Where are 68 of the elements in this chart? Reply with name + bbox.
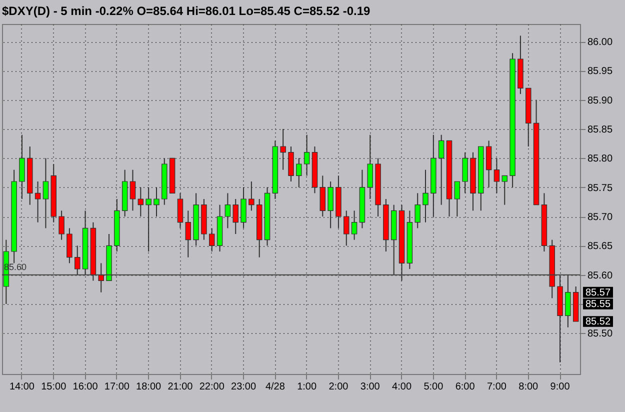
x-tick-label: 16:00 [72,382,98,392]
candlestick [288,146,294,182]
candlestick [74,245,80,276]
x-tick-label: 18:00 [136,382,162,392]
candlestick [185,210,192,258]
candlestick [438,134,444,206]
x-tick-label: 17:00 [104,382,130,392]
candlestick [177,192,184,229]
x-tick-label: 1:00 [297,382,317,392]
x-tick-label: 21:00 [168,382,194,392]
candlestick [138,186,144,217]
y-tick-label: 85.65 [588,241,613,252]
candlestick [146,186,152,252]
candlestick [462,152,468,194]
candlestick [19,134,25,200]
candlestick [344,210,350,246]
annotation: 85.57 [585,287,611,298]
x-tick-label: 4:00 [392,382,412,392]
annotation: 85.55 [585,299,611,310]
candlestick [494,158,500,194]
candlestick [130,169,136,212]
candlestick [367,134,373,200]
x-tick-label: 14:00 [9,382,35,392]
candlestick [224,192,231,229]
y-tick-label: 85.90 [588,95,613,106]
candlestick [486,140,492,188]
chart-title: $DXY(D) - 5 min -0.22% O=85.64 Hi=86.01 Lo=85.45 C=85.52 -0.19 [2,4,371,18]
y-tick-label: 86.00 [588,37,613,48]
candlestick [240,186,246,229]
x-tick-label: 5:00 [424,382,444,392]
candlestick [502,175,508,206]
y-tick-label: 85.70 [588,212,613,223]
candlestick [42,158,49,229]
candlestick [414,192,420,229]
candlestick [154,186,160,217]
candlestick [422,169,428,223]
candlestick [58,210,64,240]
x-tick-label: 2:00 [328,382,349,392]
candlestick [296,158,302,188]
candlestick [565,274,571,328]
annotation: 85.52 [585,316,611,328]
x-tick-label: 7:00 [486,382,507,392]
candlestick [248,181,254,212]
y-tick-label: 85.85 [588,124,613,136]
x-tick-label: 6:00 [455,382,476,392]
x-tick-label: 23:00 [231,382,256,392]
y-tick-label: 85.60 [588,270,613,282]
x-tick-label: 3:00 [360,382,380,392]
candlestick [280,128,286,170]
y-tick-label: 85.75 [588,182,613,194]
candlestick [209,228,215,252]
candlestick [98,262,104,293]
y-tick-label: 85.80 [588,154,613,165]
candlestick [328,181,334,229]
x-tick-label: 8:00 [518,382,539,392]
x-tick-label: 4/28 [265,382,286,392]
candlestick [66,228,72,264]
y-tick-label: 85.50 [588,328,613,340]
x-tick-label: 15:00 [41,382,67,392]
candlestick [454,181,460,217]
candlestick [34,181,41,223]
candlestick [351,210,358,240]
x-tick-label: 22:00 [199,382,225,392]
y-tick-label: 85.95 [588,66,613,78]
candlestick [320,175,326,217]
candlestick [304,134,310,176]
x-tick-label: 9:00 [550,382,570,392]
candlestick [232,198,238,234]
